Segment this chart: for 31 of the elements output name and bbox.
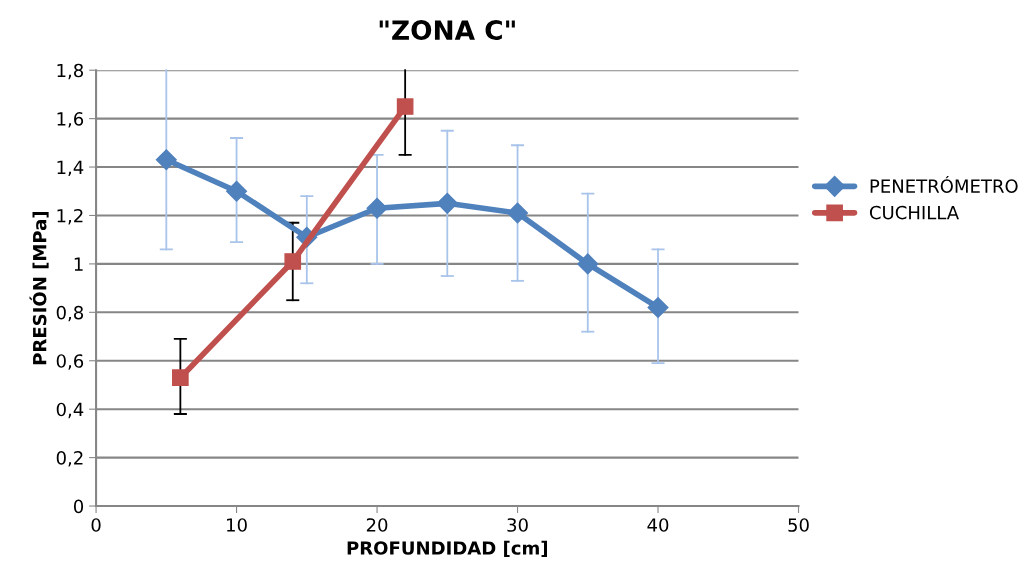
y-tick-label: 0,4 xyxy=(56,402,84,419)
point xyxy=(172,369,189,387)
point xyxy=(226,180,248,202)
point xyxy=(577,253,599,275)
y-tick-label: 1,6 xyxy=(57,112,84,128)
y-tick-label: 0,8 xyxy=(56,305,84,322)
point xyxy=(436,192,458,214)
legend-label: CUCHILLA xyxy=(869,205,959,220)
legend-label: PENETRÓMETRO xyxy=(870,175,1018,193)
point xyxy=(155,149,177,171)
y-axis-title: PRESIÓN [MPa] xyxy=(29,211,49,365)
y-tick-label: 1,8 xyxy=(57,63,84,80)
y-tick-label: 1 xyxy=(74,257,83,271)
y-tick-label: 0,2 xyxy=(56,451,83,467)
y-tick-label: 0 xyxy=(73,499,84,514)
x-tick-label: 40 xyxy=(647,518,669,532)
y-tick-label: 1,2 xyxy=(57,208,83,225)
y-tick-label: 0,6 xyxy=(56,354,84,370)
x-axis-title: PROFUNDIDAD [cm] xyxy=(347,540,548,557)
point xyxy=(284,253,302,270)
x-tick-label: 50 xyxy=(788,518,809,532)
x-tick-label: 0 xyxy=(91,518,101,532)
x-tick-label: 10 xyxy=(227,518,247,532)
chart-title: "ZONA C" xyxy=(379,20,515,41)
x-tick-label: 20 xyxy=(366,518,388,532)
point xyxy=(366,197,388,219)
point xyxy=(396,98,414,115)
x-tick-label: 30 xyxy=(507,518,528,532)
point xyxy=(647,296,669,318)
y-tick-label: 1,4 xyxy=(57,160,84,177)
point xyxy=(507,202,529,224)
